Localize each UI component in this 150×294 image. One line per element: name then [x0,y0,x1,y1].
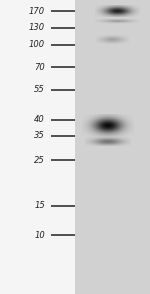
Text: 170: 170 [29,7,45,16]
Bar [75,0,150,294]
Text: 100: 100 [29,40,45,49]
Text: 40: 40 [34,116,45,124]
Text: 25: 25 [34,156,45,165]
Bar [0,0,75,294]
Text: 70: 70 [34,63,45,71]
Text: 10: 10 [34,231,45,240]
Text: 15: 15 [34,201,45,210]
Text: 55: 55 [34,85,45,94]
Text: 130: 130 [29,24,45,32]
Text: 35: 35 [34,131,45,140]
